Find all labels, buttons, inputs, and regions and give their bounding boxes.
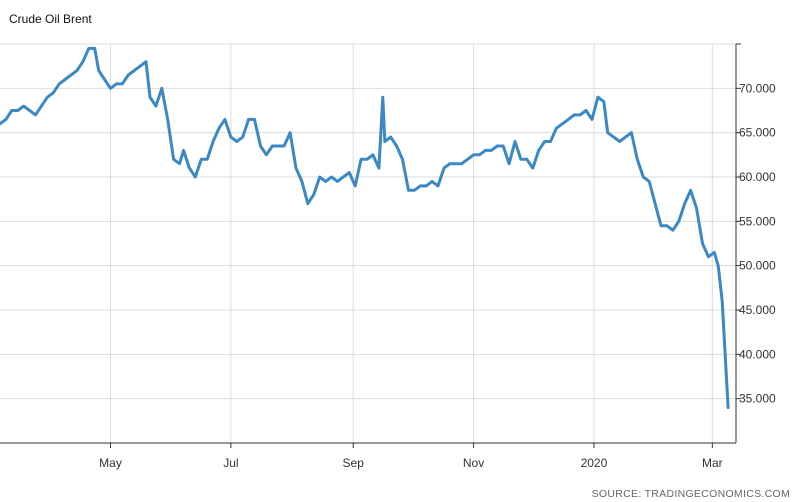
y-tick-label: 45.000 xyxy=(739,303,776,317)
y-tick-label: 65.000 xyxy=(739,126,776,140)
y-tick-label: 55.000 xyxy=(739,214,776,228)
y-tick-label: 70.000 xyxy=(739,81,776,95)
grid-lines xyxy=(0,43,736,443)
series-line xyxy=(0,46,730,409)
x-tick-label: Sep xyxy=(343,456,365,470)
y-axis-labels: 35.000 40.000 45.000 50.000 55.000 60.000 65.0… xyxy=(739,81,776,405)
y-tick-label: 60.000 xyxy=(739,170,776,184)
x-tick-label: May xyxy=(99,456,122,470)
x-tick-label: Nov xyxy=(463,456,484,470)
source-note: SOURCE: TRADINGECONOMICS.COM xyxy=(591,488,790,500)
chart-title: Crude Oil Brent xyxy=(9,12,92,26)
series-group xyxy=(0,46,730,409)
x-axis-labels: May Jul Sep Nov 2020 Mar xyxy=(99,456,722,470)
x-tick-label: 2020 xyxy=(581,456,608,470)
axes xyxy=(0,43,741,448)
x-tick-label: Jul xyxy=(223,456,238,470)
y-tick-label: 50.000 xyxy=(739,259,776,273)
x-tick-label: Mar xyxy=(702,456,723,470)
y-tick-label: 40.000 xyxy=(739,347,776,361)
y-tick-label: 35.000 xyxy=(739,392,776,406)
